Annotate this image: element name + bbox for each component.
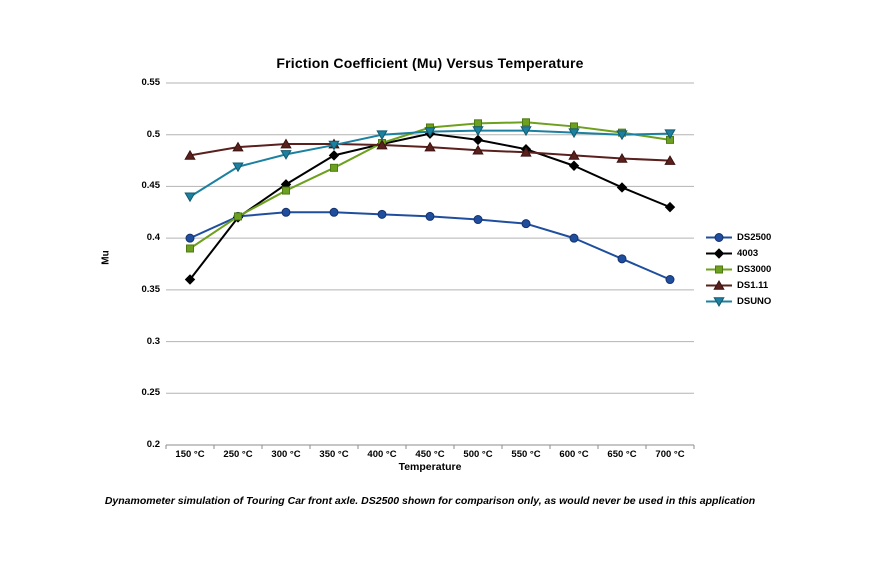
legend-marker-square-icon [706,265,732,274]
legend-item-DSUNO: DSUNO [706,296,771,307]
marker-circle [521,219,531,229]
legend-item-4003: 4003 [706,248,771,259]
x-tick-label: 400 °C [367,449,397,460]
y-tick-label: 0.25 [141,387,161,399]
marker-triangle-up [713,280,725,290]
marker-square [715,265,723,274]
x-tick-label: 700 °C [655,449,685,460]
marker-square [186,244,194,253]
legend-marker-triangle-up-icon [706,280,732,290]
marker-triangle-up [280,138,292,149]
y-tick-label: 0.35 [141,283,161,295]
legend-label: DS2500 [737,232,772,243]
x-tick-label: 250 °C [223,449,253,460]
marker-triangle-down [713,297,725,307]
marker-diamond [713,248,725,259]
marker-triangle-down [472,126,484,137]
marker-triangle-up [184,149,196,160]
marker-diamond [472,134,484,146]
legend-item-DS1.11: DS1.11 [706,280,771,291]
caption: Dynamometer simulation of Touring Car fr… [104,495,756,507]
y-tick-label: 0.45 [141,180,161,192]
marker-triangle-up [472,144,484,155]
marker-circle [714,233,724,242]
x-tick-label: 350 °C [319,449,349,460]
marker-circle [425,211,435,221]
y-axis-title: Mu [100,250,112,265]
marker-square [234,212,242,221]
series-line-4003 [189,132,671,281]
marker-circle [665,275,675,285]
marker-triangle-up [616,153,628,163]
legend: DS2500 4003 DS3000 DS1.11 DSUNO [706,232,771,307]
series-line-DS3000 [189,121,671,250]
legend-label: DSUNO [737,296,772,307]
marker-circle [617,254,627,264]
legend-item-DS2500: DS2500 [706,232,771,243]
marker-triangle-up [520,146,532,157]
marker-triangle-up [568,149,580,160]
marker-triangle-down [664,129,676,140]
marker-diamond [664,201,676,213]
marker-triangle-down [568,128,580,139]
marker-diamond [184,274,196,285]
marker-circle [329,207,339,217]
legend-marker-diamond-icon [706,248,732,259]
marker-circle [569,233,579,243]
legend-label: 4003 [737,248,759,259]
y-tick-label: 0.5 [146,128,160,140]
marker-triangle-up [376,139,388,150]
y-tick-label: 0.3 [146,335,160,347]
x-tick-label: 550 °C [511,449,541,460]
legend-marker-circle-icon [706,233,732,242]
marker-diamond [616,182,628,193]
marker-triangle-down [424,127,436,138]
marker-triangle-down [184,192,196,203]
x-tick-label: 650 °C [607,449,637,460]
legend-label: DS1.11 [737,280,769,291]
x-axis-title: Temperature [398,461,462,473]
marker-triangle-up [232,141,244,152]
marker-triangle-down [376,130,388,141]
y-tick-label: 0.55 [141,77,161,88]
marker-diamond [328,150,340,161]
marker-square [282,186,290,195]
chart-title: Friction Coefficient (Mu) Versus Tempera… [276,55,584,71]
marker-square [474,119,482,128]
y-tick-label: 0.4 [146,232,160,244]
x-tick-label: 300 °C [271,449,301,460]
x-tick-label: 150 °C [175,449,205,460]
marker-triangle-down [616,130,628,141]
marker-circle [281,207,291,217]
marker-diamond [568,160,580,171]
marker-square [330,163,338,172]
marker-triangle-down [280,150,292,160]
marker-circle [185,233,195,243]
marker-triangle-down [328,140,340,151]
marker-circle [377,209,387,219]
legend-label: DS3000 [737,264,772,275]
marker-triangle-down [232,162,244,173]
marker-circle [473,215,483,225]
legend-item-DS3000: DS3000 [706,264,771,275]
marker-square [522,118,530,127]
marker-triangle-up [424,141,436,152]
x-tick-label: 600 °C [559,449,589,460]
y-tick-label: 0.2 [146,439,160,450]
x-tick-label: 500 °C [463,449,493,460]
x-tick-label: 450 °C [415,449,445,460]
legend-marker-triangle-down-icon [706,297,732,307]
marker-triangle-down [520,126,532,137]
marker-triangle-up [664,155,676,165]
series-line-DS2500 [189,211,671,281]
